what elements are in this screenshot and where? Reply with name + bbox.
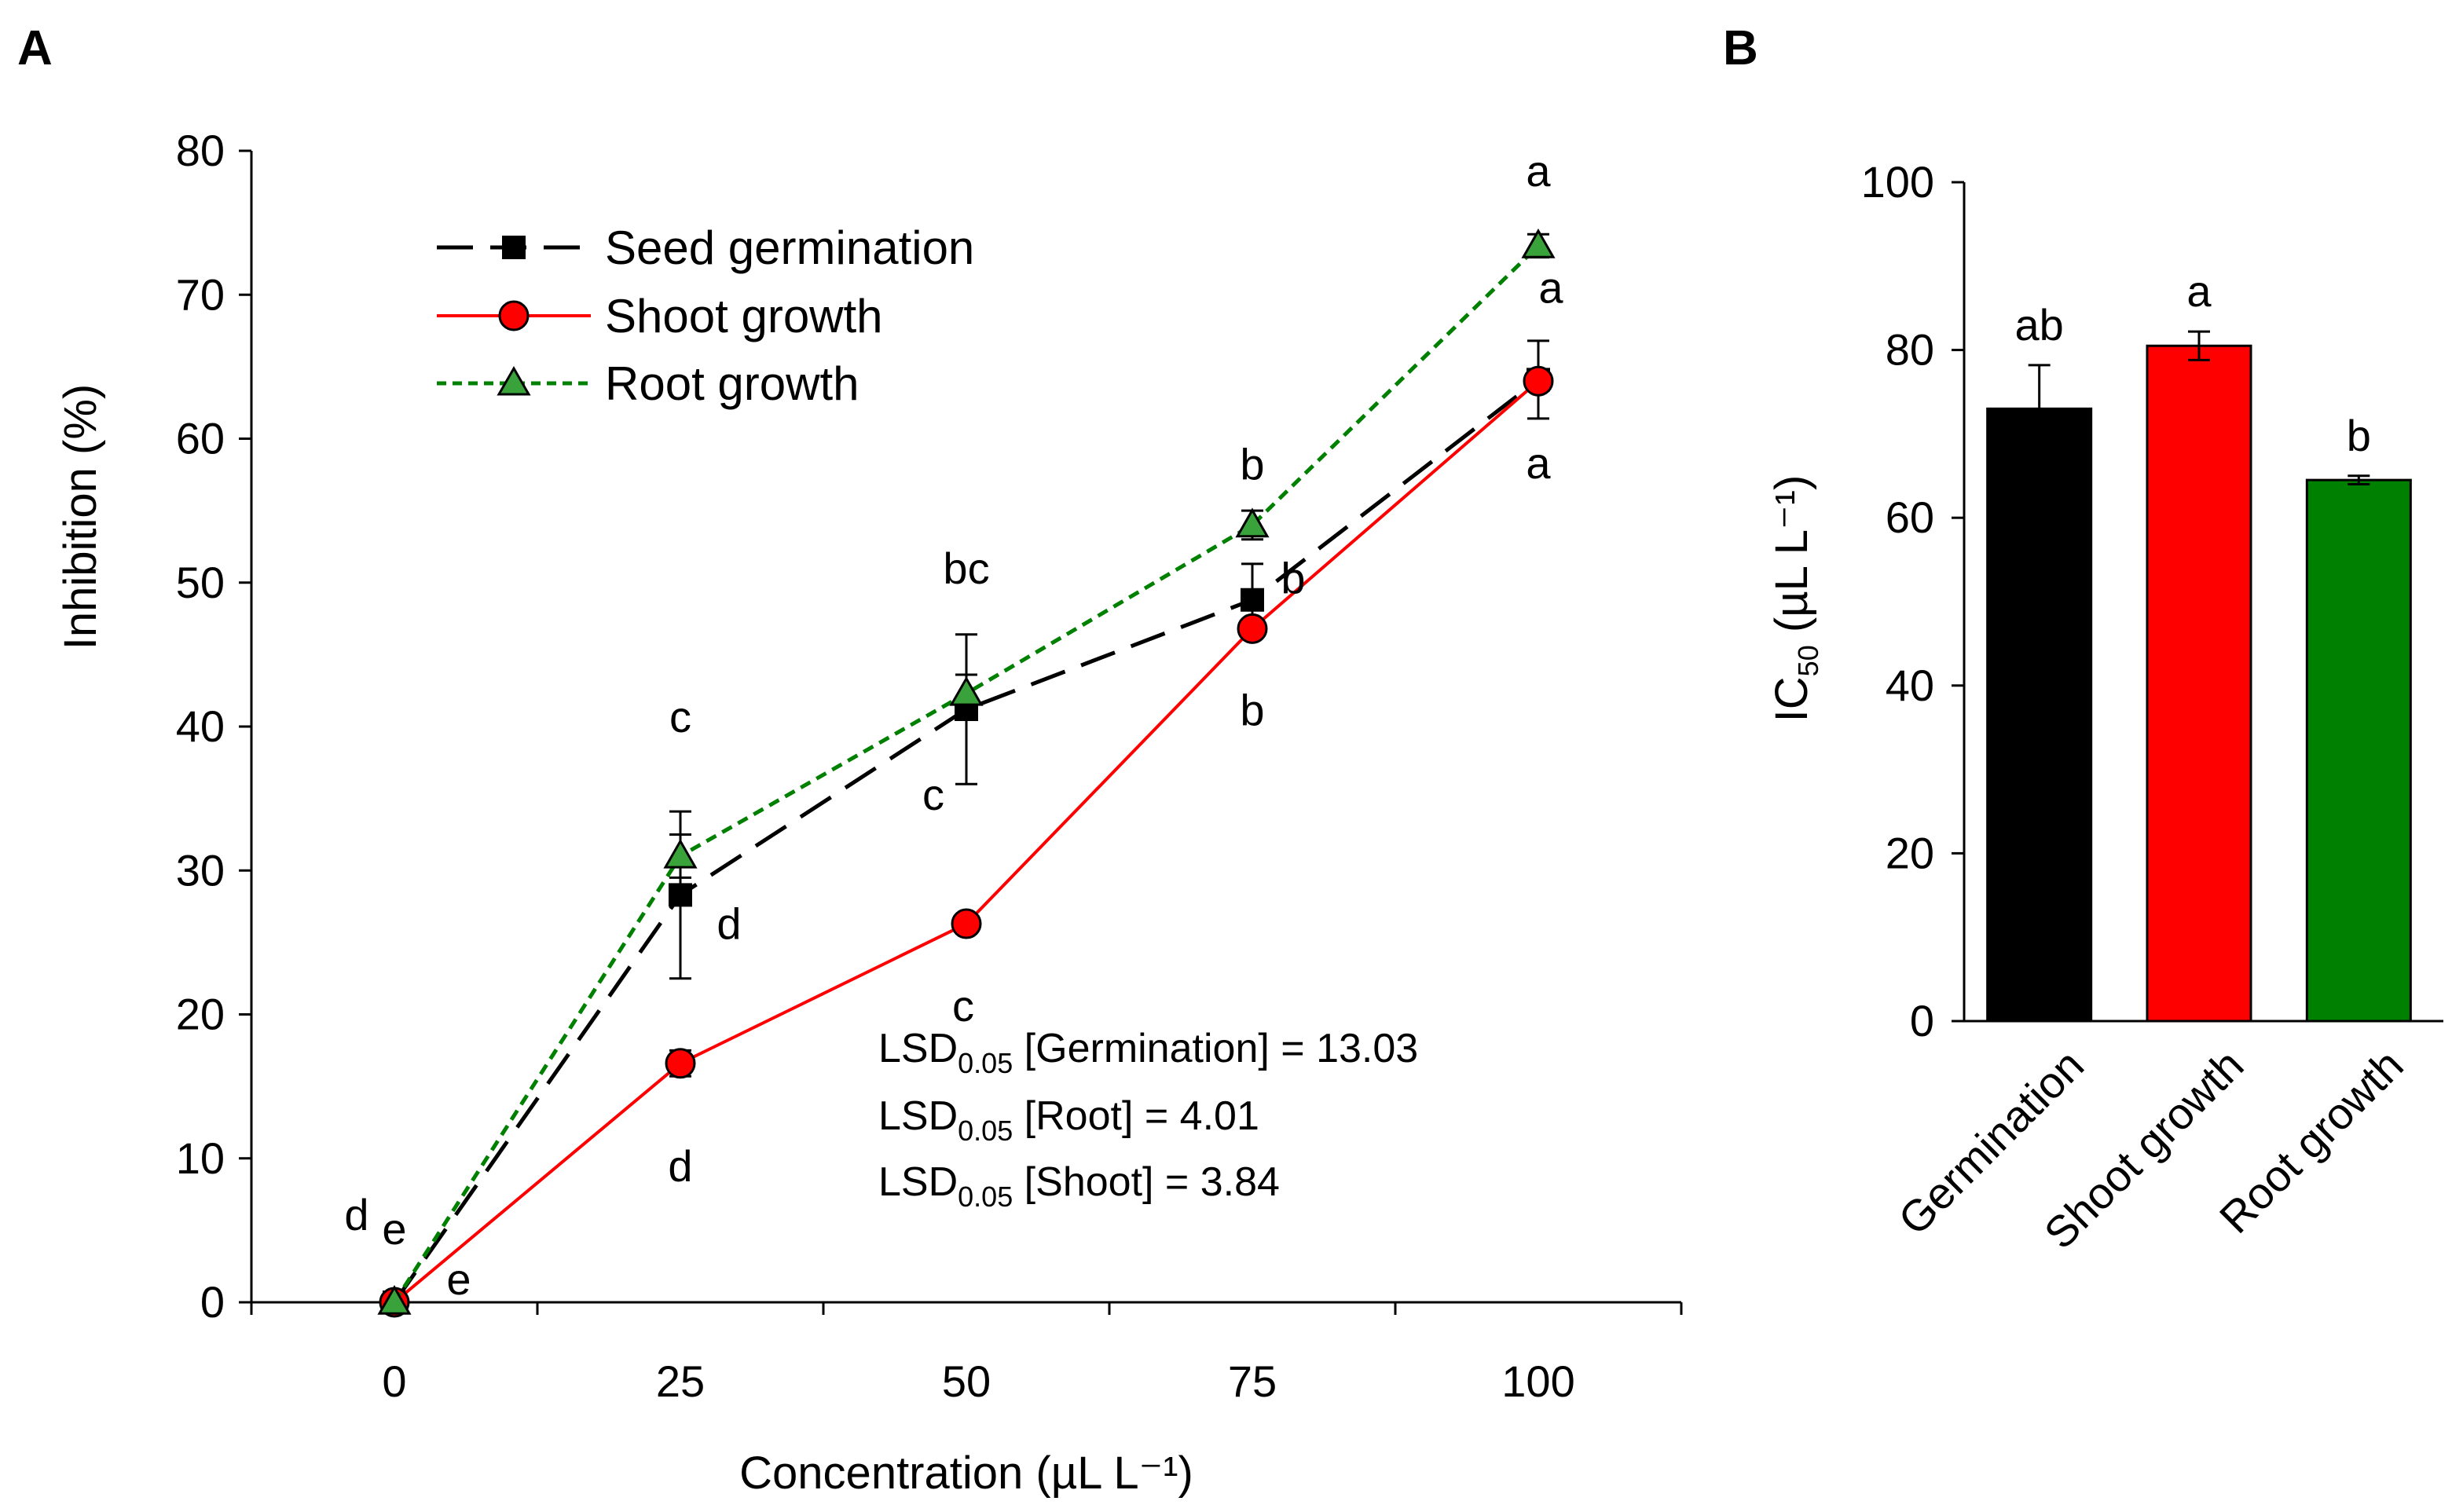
data-point-square [1241, 588, 1264, 612]
significance-letter: d [717, 899, 741, 948]
data-point-circle [1523, 365, 1554, 397]
data-point-triangle [663, 838, 698, 869]
panel-b-bars [1986, 330, 2412, 1023]
bar-root-growth [2305, 478, 2412, 1023]
significance-letter: c [669, 692, 691, 741]
panel-b-y-tick-label: 40 [1886, 661, 1934, 710]
panel-b-y-tick-label: 20 [1886, 828, 1934, 877]
legend-marker-circle [498, 300, 530, 331]
series-seed-germination [383, 339, 1550, 1314]
significance-letter: c [922, 770, 944, 819]
panel-b-y-axis-title-sub: 50 [1792, 645, 1824, 676]
panel-b-y-axis-title-rest: (µL L⁻¹) [1766, 475, 1817, 646]
series-root-growth [377, 228, 1556, 1315]
lsd-subscript: 0.05 [958, 1181, 1013, 1213]
lsd-annotation: LSD0.05 [Shoot] = 3.84 [878, 1159, 1280, 1213]
panel-a-x-tick-label: 25 [656, 1356, 705, 1406]
significance-letter: e [382, 1204, 406, 1254]
series-shoot-growth [379, 365, 1554, 1318]
data-point-triangle [1235, 507, 1270, 538]
lsd-annotation: LSD0.05 [Germination] = 13.03 [878, 1026, 1418, 1079]
lsd-prefix: LSD [878, 1093, 958, 1139]
bar-shoot-growth [2146, 344, 2252, 1023]
data-point-circle [665, 1048, 696, 1079]
lsd-text: [Germination] = 13.03 [1013, 1026, 1418, 1071]
significance-letter: d [668, 1141, 692, 1191]
significance-letter: c [952, 981, 974, 1031]
data-point-triangle [949, 675, 984, 706]
significance-letter: e [446, 1254, 471, 1304]
lsd-annotation: LSD0.05 [Root] = 4.01 [878, 1093, 1259, 1147]
panel-a-y-tick-label: 10 [176, 1133, 225, 1183]
significance-letter: a [1526, 438, 1551, 488]
legend-label: Shoot growth [605, 290, 883, 342]
significance-letter: b [1240, 685, 1264, 734]
panel-a-series [377, 228, 1556, 1318]
panel-a-axes [239, 149, 1683, 1315]
panel-a-x-tick-label: 0 [382, 1356, 406, 1406]
panel-a-y-tick-label: 20 [176, 990, 225, 1039]
panel-a-legend: Seed germination Shoot growth Root growth [437, 221, 974, 410]
panel-a-y-tick-label: 40 [176, 701, 225, 751]
panel-a-y-tick-label: 30 [176, 845, 225, 895]
lsd-text: [Shoot] = 3.84 [1013, 1159, 1280, 1205]
significance-letter: b [1240, 439, 1264, 489]
panel-b-y-tick-label: 80 [1886, 325, 1934, 375]
panel-a-letter: A [17, 21, 53, 75]
panel-a: A 0 10 20 30 40 50 60 70 80 0 25 50 75 100 Concentrat… [17, 21, 1683, 1499]
panel-a-tick-labels: 0 10 20 30 40 50 60 70 80 0 25 50 75 100 [176, 126, 1575, 1406]
panel-a-x-axis-title: Concentration (µL L⁻¹) [739, 1448, 1193, 1499]
lsd-prefix: LSD [878, 1026, 958, 1071]
panel-a-y-tick-label: 0 [200, 1277, 225, 1327]
legend-marker-triangle [497, 365, 531, 396]
series-line [392, 378, 1540, 1304]
legend-marker-square [502, 236, 526, 259]
legend-entry: Seed germination [437, 221, 974, 274]
data-point-triangle [377, 1284, 412, 1315]
legend-label: Root growth [605, 357, 859, 410]
panel-a-x-tick-label: 100 [1501, 1356, 1574, 1406]
panel-b-y-axis-title-main: IC [1766, 676, 1817, 722]
legend-entry: Shoot growth [437, 290, 883, 342]
data-point-triangle [1521, 228, 1556, 258]
panel-a-y-tick-label: 60 [176, 414, 225, 463]
significance-letter: a [1526, 146, 1551, 196]
significance-letter: b [2347, 411, 2371, 460]
series-line [393, 379, 1540, 1304]
panel-b-y-axis-title: IC50 (µL L⁻¹) [1766, 475, 1824, 723]
panel-b-letter: B [1723, 21, 1758, 75]
data-point-circle [951, 908, 982, 939]
bar-germination [1986, 407, 2093, 1023]
panel-b-tick-labels: 0 20 40 60 80 100 [1861, 157, 1934, 1045]
panel-a-x-tick-label: 75 [1228, 1356, 1277, 1406]
panel-b-y-tick-label: 0 [1910, 996, 1934, 1045]
lsd-text: [Root] = 4.01 [1013, 1093, 1259, 1139]
data-point-circle [1237, 613, 1268, 644]
legend-label: Seed germination [605, 221, 974, 274]
significance-letter: ab [2015, 300, 2064, 350]
significance-letter: a [2186, 266, 2212, 316]
lsd-prefix: LSD [878, 1159, 958, 1205]
data-point-square [669, 883, 692, 907]
panel-a-y-tick-label: 70 [176, 269, 225, 319]
significance-letter: d [344, 1190, 368, 1239]
panel-b-y-tick-label: 60 [1886, 492, 1934, 542]
significance-letter: a [1538, 262, 1563, 312]
panel-a-y-axis-title: Inhibition (%) [55, 384, 106, 650]
legend-entry: Root growth [437, 357, 859, 410]
significance-letter: b [1281, 554, 1305, 603]
panel-a-y-tick-label: 50 [176, 558, 225, 607]
lsd-subscript: 0.05 [958, 1115, 1013, 1147]
panel-a-x-tick-label: 50 [942, 1356, 991, 1406]
panel-a-y-tick-label: 80 [176, 126, 225, 175]
panel-b-y-tick-label: 100 [1861, 157, 1934, 207]
lsd-subscript: 0.05 [958, 1047, 1013, 1079]
significance-letter: bc [943, 544, 989, 593]
